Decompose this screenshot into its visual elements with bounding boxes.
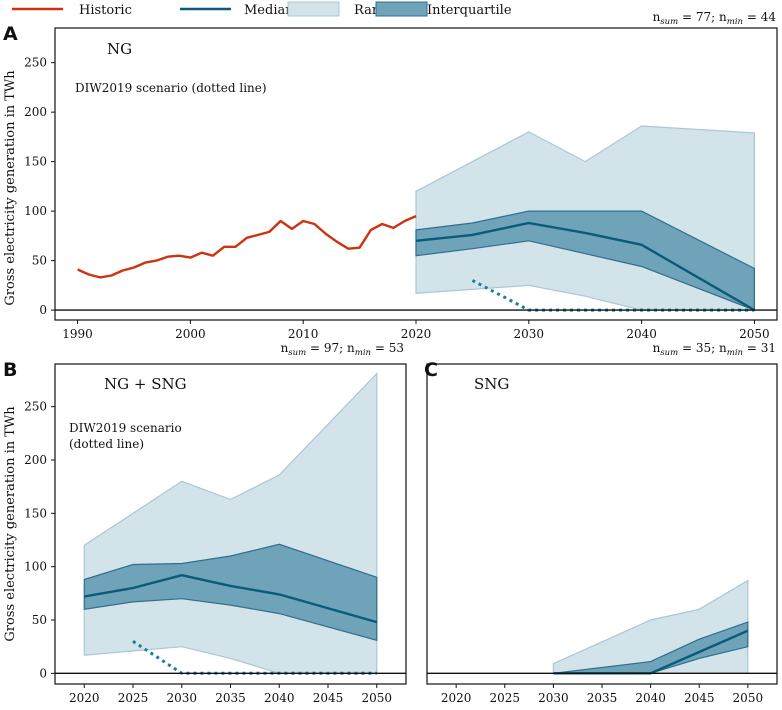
panel-a-xtick-label: 2020	[401, 327, 432, 341]
panel-a-ytick-label: 200	[24, 105, 47, 119]
panel-b-ytick-label: 200	[24, 453, 47, 467]
panel-a-title: NG	[107, 40, 132, 58]
panel-c-xtick-label: 2030	[538, 691, 569, 705]
panel-a-historic-line	[77, 214, 417, 279]
panel-b-n-annotation: nsum = 97; nmin = 53	[281, 341, 404, 358]
panel-b-ytick-label: 100	[24, 560, 47, 574]
panel-b-xtick-label: 2025	[118, 691, 149, 705]
panel-a-ytick-label: 50	[32, 254, 47, 268]
panel-b-xtick-label: 2050	[361, 691, 392, 705]
panel-a-xtick-label: 2030	[514, 327, 545, 341]
panel-a-xtick-label: 2000	[175, 327, 206, 341]
panel-b-iqr-band	[83, 543, 378, 642]
panel-a-ylabel: Gross electricity generation in TWh	[3, 70, 18, 306]
panel-b-ylabel: Gross electricity generation in TWh	[3, 406, 18, 642]
panel-b-ytick-label: 250	[24, 400, 47, 414]
panel-b-note-line-1: DIW2019 scenario	[69, 421, 182, 435]
panel-c-letter: C	[424, 359, 438, 381]
panel-a-ytick-label: 250	[24, 56, 47, 70]
panel-a-xtick-label: 2040	[626, 327, 657, 341]
panel-c-n-annotation: nsum = 35; nmin = 31	[653, 341, 776, 358]
panel-a-n-annotation: nsum = 77; nmin = 44	[653, 10, 777, 27]
panel-c-range-band	[552, 579, 749, 674]
panel-b-ytick-label: 50	[32, 613, 47, 627]
panel-a-ytick-label: 150	[24, 155, 47, 169]
panel-b-ytick-label: 150	[24, 506, 47, 520]
panel-c-xtick-label: 2040	[635, 691, 666, 705]
legend-historic-label: Historic	[79, 3, 132, 18]
panel-b-letter: B	[3, 359, 17, 381]
panel-a-xtick-label: 1990	[62, 327, 93, 341]
panel-c-xtick-label: 2045	[684, 691, 715, 705]
panel-a-ytick-label: 100	[24, 204, 47, 218]
legend-interquartile-label: Interquartile	[427, 3, 512, 18]
panel-c-sng: 2020 2025 2030 2035 2040 2045 2050	[426, 363, 778, 705]
panel-b-title: NG + SNG	[104, 375, 187, 393]
panel-b-xtick-label: 2030	[166, 691, 197, 705]
panel-a-median-line	[415, 221, 756, 312]
panel-a-xtick-label: 2050	[739, 327, 770, 341]
panel-b-note-line-2: (dotted line)	[69, 437, 144, 451]
panel-b-xtick-label: 2040	[264, 691, 295, 705]
legend: Historic Median Range Interquartile	[12, 1, 512, 18]
legend-interquartile-swatch	[375, 1, 428, 17]
panel-b-xtick-label: 2020	[69, 691, 100, 705]
panel-a-xtick-label: 2010	[288, 327, 319, 341]
panel-c-xtick-label: 2050	[733, 691, 764, 705]
panel-a-ytick-label: 0	[39, 303, 47, 317]
panel-a-note: DIW2019 scenario (dotted line)	[75, 81, 267, 95]
legend-range-swatch	[287, 1, 340, 17]
panel-a-ng: 1990 2000 2010 2020 2030 2040 2050 0 50 100 150 200…	[24, 27, 778, 341]
panel-b-ytick-label: 0	[39, 666, 47, 680]
legend-median-label: Median	[244, 3, 294, 18]
panel-b-ng-sng: 2020 2025 2030 2035 2040 2045 2050 0 50 100 150 200…	[24, 363, 407, 705]
panel-c-xtick-label: 2035	[587, 691, 618, 705]
panel-a-letter: A	[3, 23, 18, 45]
panel-c-xtick-label: 2025	[490, 691, 521, 705]
panel-b-xtick-label: 2035	[215, 691, 246, 705]
panel-b-xtick-label: 2045	[313, 691, 344, 705]
panel-b-median-line	[84, 574, 378, 624]
panel-c-xtick-label: 2020	[441, 691, 472, 705]
panel-c-title: SNG	[474, 375, 509, 393]
